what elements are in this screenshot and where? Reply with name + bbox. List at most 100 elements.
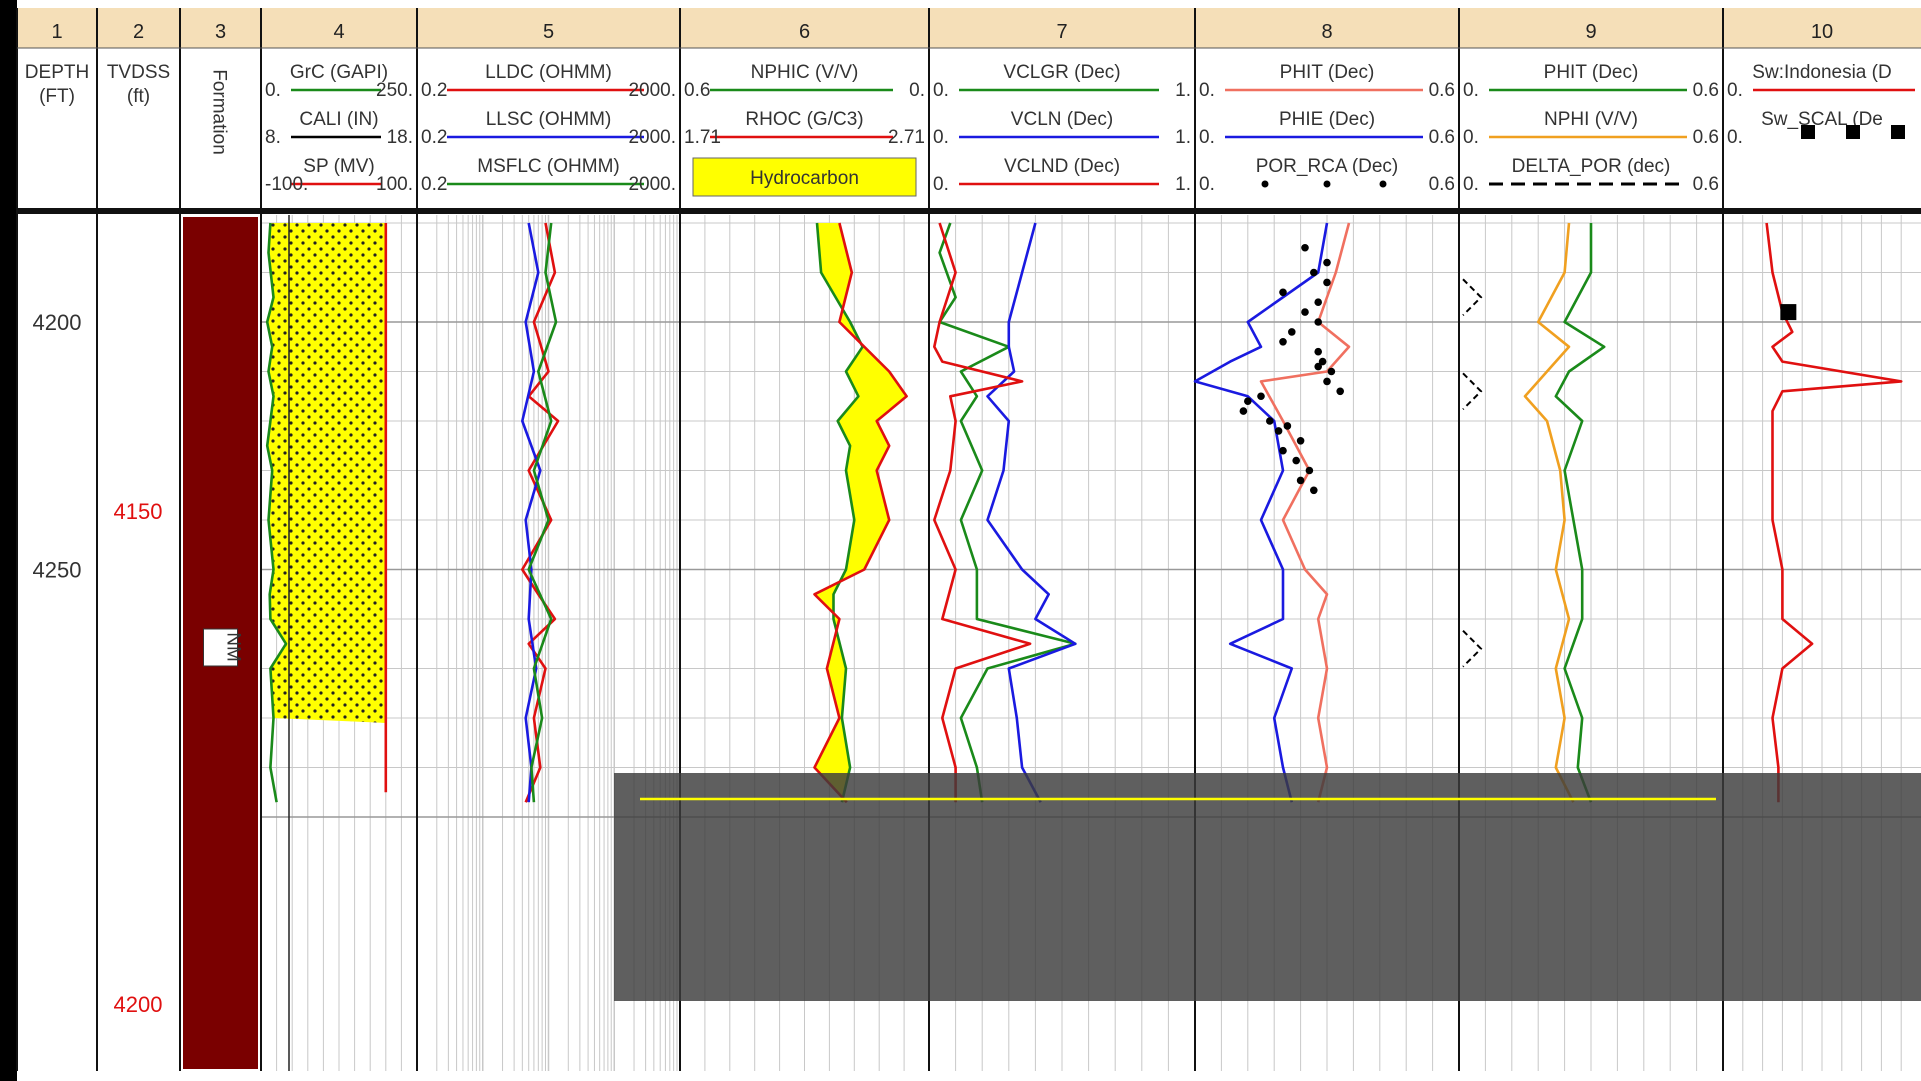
curve-min-5-0: 0.2 — [421, 80, 447, 101]
curve-name-8-1: PHIE (Dec) — [1279, 109, 1375, 130]
track-8-por-rca-dec-point — [1283, 422, 1292, 430]
track-header-2-1: (ft) — [127, 86, 150, 107]
curve-name-9-2: DELTA_POR (dec) — [1512, 156, 1671, 177]
track-8-por-rca-dec-point — [1318, 357, 1327, 366]
formation-label-box — [203, 628, 238, 667]
curve-max-6-0: 0. — [909, 80, 925, 101]
curve-name-10-0: Sw:Indonesia (D — [1752, 62, 1891, 83]
curves — [265, 215, 1903, 1071]
curve-min-5-2: 0.2 — [421, 174, 447, 195]
track-8-por-rca-dec-point — [1314, 347, 1322, 356]
formation-header: Formation — [209, 69, 230, 155]
track-9-nphi-v-v-line — [1523, 222, 1575, 803]
curve-name-6-0: NPHIC (V/V) — [751, 62, 859, 83]
track-8-por-rca-dec-point — [1279, 446, 1287, 455]
curve-min-8-2: 0. — [1199, 174, 1215, 195]
curve-name-8-2: POR_RCA (Dec) — [1256, 156, 1399, 177]
curve-min-7-0: 0. — [933, 80, 949, 101]
track-8-por-rca-dec-point — [1266, 417, 1274, 425]
track-4-grc-gapi-line — [265, 222, 288, 803]
track-8-por-rca-dec-point — [1314, 298, 1322, 307]
curve-legend-dot — [1323, 180, 1331, 188]
curve-max-6-1: 2.71 — [888, 127, 925, 148]
curve-min-7-1: 0. — [933, 127, 949, 148]
curve-name-4-2: SP (MV) — [303, 156, 374, 177]
curve-max-7-2: 1. — [1175, 174, 1191, 195]
track-5-msflc-ohmm-line — [527, 222, 558, 803]
curve-min-9-1: 0. — [1463, 127, 1479, 148]
curve-max-5-2: 2000. — [628, 174, 676, 195]
track-number-2: 2 — [133, 21, 144, 43]
curve-max-7-0: 1. — [1175, 80, 1191, 101]
curve-min-8-1: 0. — [1199, 127, 1215, 148]
track-8-por-rca-dec-point — [1323, 258, 1331, 267]
track-7-vcln-dec-line — [986, 222, 1077, 803]
tvdss-tick-4150: 4150 — [114, 499, 163, 524]
track-8-por-rca-dec-point — [1310, 268, 1318, 277]
curve-legend-square — [1801, 125, 1815, 139]
track-8-por-rca-dec-point — [1336, 387, 1344, 396]
track-5-lldc-ohmm-line — [521, 222, 560, 803]
curve-max-9-0: 0.6 — [1693, 80, 1719, 101]
track-8-por-rca-dec-point — [1296, 476, 1305, 485]
track-7-vclgr-dec-line — [938, 222, 1077, 803]
depth-selection-overlay[interactable] — [614, 773, 1921, 1001]
track-9-delta-por-mark — [1462, 629, 1483, 668]
curve-legend-dot — [1261, 180, 1269, 188]
curve-min-9-0: 0. — [1463, 80, 1479, 101]
track-header-1-0: DEPTH — [25, 62, 89, 83]
curve-name-7-1: VCLN (Dec) — [1011, 109, 1113, 130]
curve-name-10-1: Sw_SCAL (De — [1761, 109, 1883, 130]
track-8-por-rca-dec-point — [1323, 278, 1331, 287]
curve-max-4-2: 100. — [376, 174, 413, 195]
curve-min-5-1: 0.2 — [421, 127, 447, 148]
track-8-por-rca-dec-point — [1310, 486, 1318, 495]
sand-fill-area — [267, 223, 386, 723]
curve-max-5-1: 2000. — [628, 127, 676, 148]
header-divider — [17, 208, 1921, 214]
track-7-vclnd-dec-line — [933, 222, 1032, 803]
track-8-por-rca-dec-point — [1274, 427, 1283, 435]
track-8-por-rca-dec-point — [1314, 318, 1322, 326]
tvdss-tick-4200: 4200 — [114, 992, 163, 1017]
curve-max-8-0: 0.6 — [1429, 80, 1455, 101]
track-8-por-rca-dec-point — [1301, 243, 1309, 252]
curve-min-10-0: 0. — [1727, 80, 1743, 101]
track-8-por-rca-dec-point — [1257, 392, 1265, 401]
curve-max-4-1: 18. — [387, 127, 413, 148]
hydrocarbon-legend-label: Hydrocarbon — [750, 168, 859, 189]
track-number-8: 8 — [1321, 21, 1332, 43]
track-8-por-rca-dec-point — [1296, 437, 1305, 445]
track-8-por-rca-dec-point — [1244, 397, 1252, 406]
track-8-phit-dec-line — [1259, 222, 1351, 803]
md-tick-4250: 4250 — [33, 558, 82, 583]
curve-name-9-1: NPHI (V/V) — [1544, 109, 1638, 130]
track-number-6: 6 — [799, 21, 810, 43]
track-number-10: 10 — [1811, 21, 1833, 43]
track-10-sw-scal-de-point — [1780, 304, 1797, 321]
track-9-delta-por-mark — [1462, 278, 1483, 316]
curve-legend-square — [1846, 125, 1860, 139]
curve-min-4-2: -100. — [265, 174, 308, 195]
track-headers: 1 DEPTH (FT) 2 TVDSS (ft) 3 Formation 4 GrC (GAPI… — [25, 21, 1915, 197]
curve-name-7-0: VCLGR (Dec) — [1003, 62, 1120, 83]
curve-name-6-1: RHOC (G/C3) — [745, 109, 863, 130]
curve-name-4-1: CALI (IN) — [299, 109, 378, 130]
track-8-por-rca-dec-point — [1301, 308, 1309, 316]
track-header-1-1: (FT) — [39, 86, 75, 107]
curve-legend-square — [1891, 125, 1905, 139]
curve-max-9-2: 0.6 — [1693, 174, 1719, 195]
track-number-3: 3 — [215, 21, 226, 43]
curve-name-5-0: LLDC (OHMM) — [485, 62, 612, 83]
track-number-9: 9 — [1585, 21, 1596, 43]
track-number-5: 5 — [543, 21, 554, 43]
curve-name-5-2: MSFLC (OHMM) — [477, 156, 619, 177]
track-6-rhoc-g-c3-line — [813, 222, 908, 804]
hydrocarbon-fill-area — [814, 223, 907, 803]
track-9-delta-por-mark — [1462, 372, 1483, 411]
curve-min-10-1: 0. — [1727, 127, 1743, 148]
curve-name-8-0: PHIT (Dec) — [1280, 62, 1375, 83]
track-number-band — [17, 8, 1921, 48]
track-number-1: 1 — [51, 21, 62, 43]
curve-min-6-0: 0.6 — [684, 80, 710, 101]
